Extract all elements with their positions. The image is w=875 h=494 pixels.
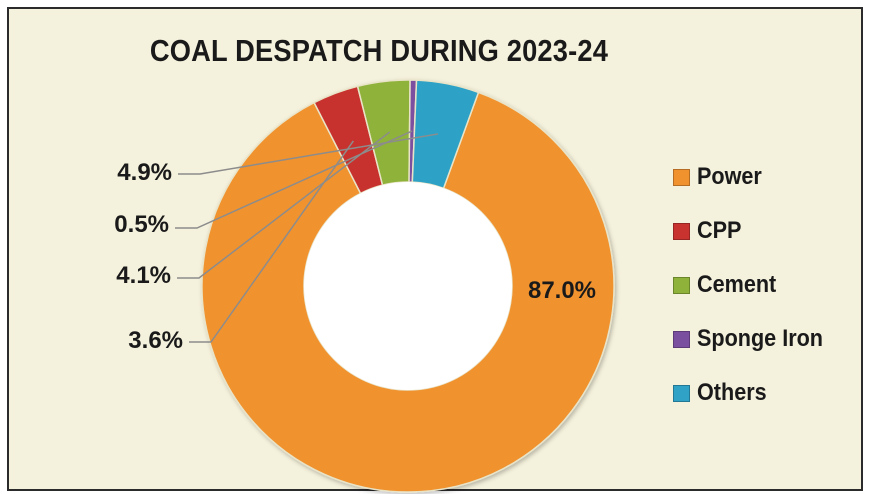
leader-line-cpp [189, 140, 354, 343]
legend-item-cpp: CPP [673, 213, 837, 249]
chart-title: COAL DESPATCH DURING 2023-24 [149, 33, 609, 68]
legend-swatch-cement [673, 276, 690, 294]
legend-label-sponge-iron: Sponge Iron [697, 325, 823, 352]
legend-label-cpp: CPP [697, 217, 742, 244]
data-label-cpp: 3.6% [128, 327, 183, 354]
slice-power [201, 91, 615, 493]
chart-legend: Power CPP Cement Sponge Iron Others [673, 159, 837, 429]
legend-item-sponge-iron: Sponge Iron [673, 321, 837, 357]
leader-line-cement [177, 131, 391, 279]
legend-item-cement: Cement [673, 267, 837, 303]
legend-swatch-cpp [673, 222, 690, 240]
leader-line-sponge-iron [175, 130, 413, 229]
legend-label-power: Power [697, 163, 762, 190]
data-label-sponge-iron: 0.5% [114, 211, 169, 238]
data-label-cement: 4.1% [116, 262, 171, 289]
legend-label-cement: Cement [697, 271, 777, 298]
legend-item-power: Power [673, 159, 837, 195]
legend-swatch-others [673, 384, 690, 402]
leader-line-others [178, 133, 439, 175]
donut-hole [304, 182, 512, 390]
legend-item-others: Others [673, 375, 837, 411]
data-label-others: 4.9% [117, 159, 172, 186]
legend-swatch-sponge-iron [673, 330, 690, 348]
data-label-power: 87.0% [528, 277, 596, 304]
legend-swatch-power [673, 168, 690, 186]
legend-label-others: Others [697, 379, 767, 406]
